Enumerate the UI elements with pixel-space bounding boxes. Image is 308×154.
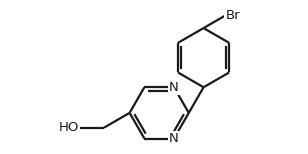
Text: HO: HO	[59, 121, 79, 134]
Text: N: N	[169, 81, 179, 94]
Text: Br: Br	[225, 9, 240, 22]
Text: N: N	[169, 132, 179, 145]
